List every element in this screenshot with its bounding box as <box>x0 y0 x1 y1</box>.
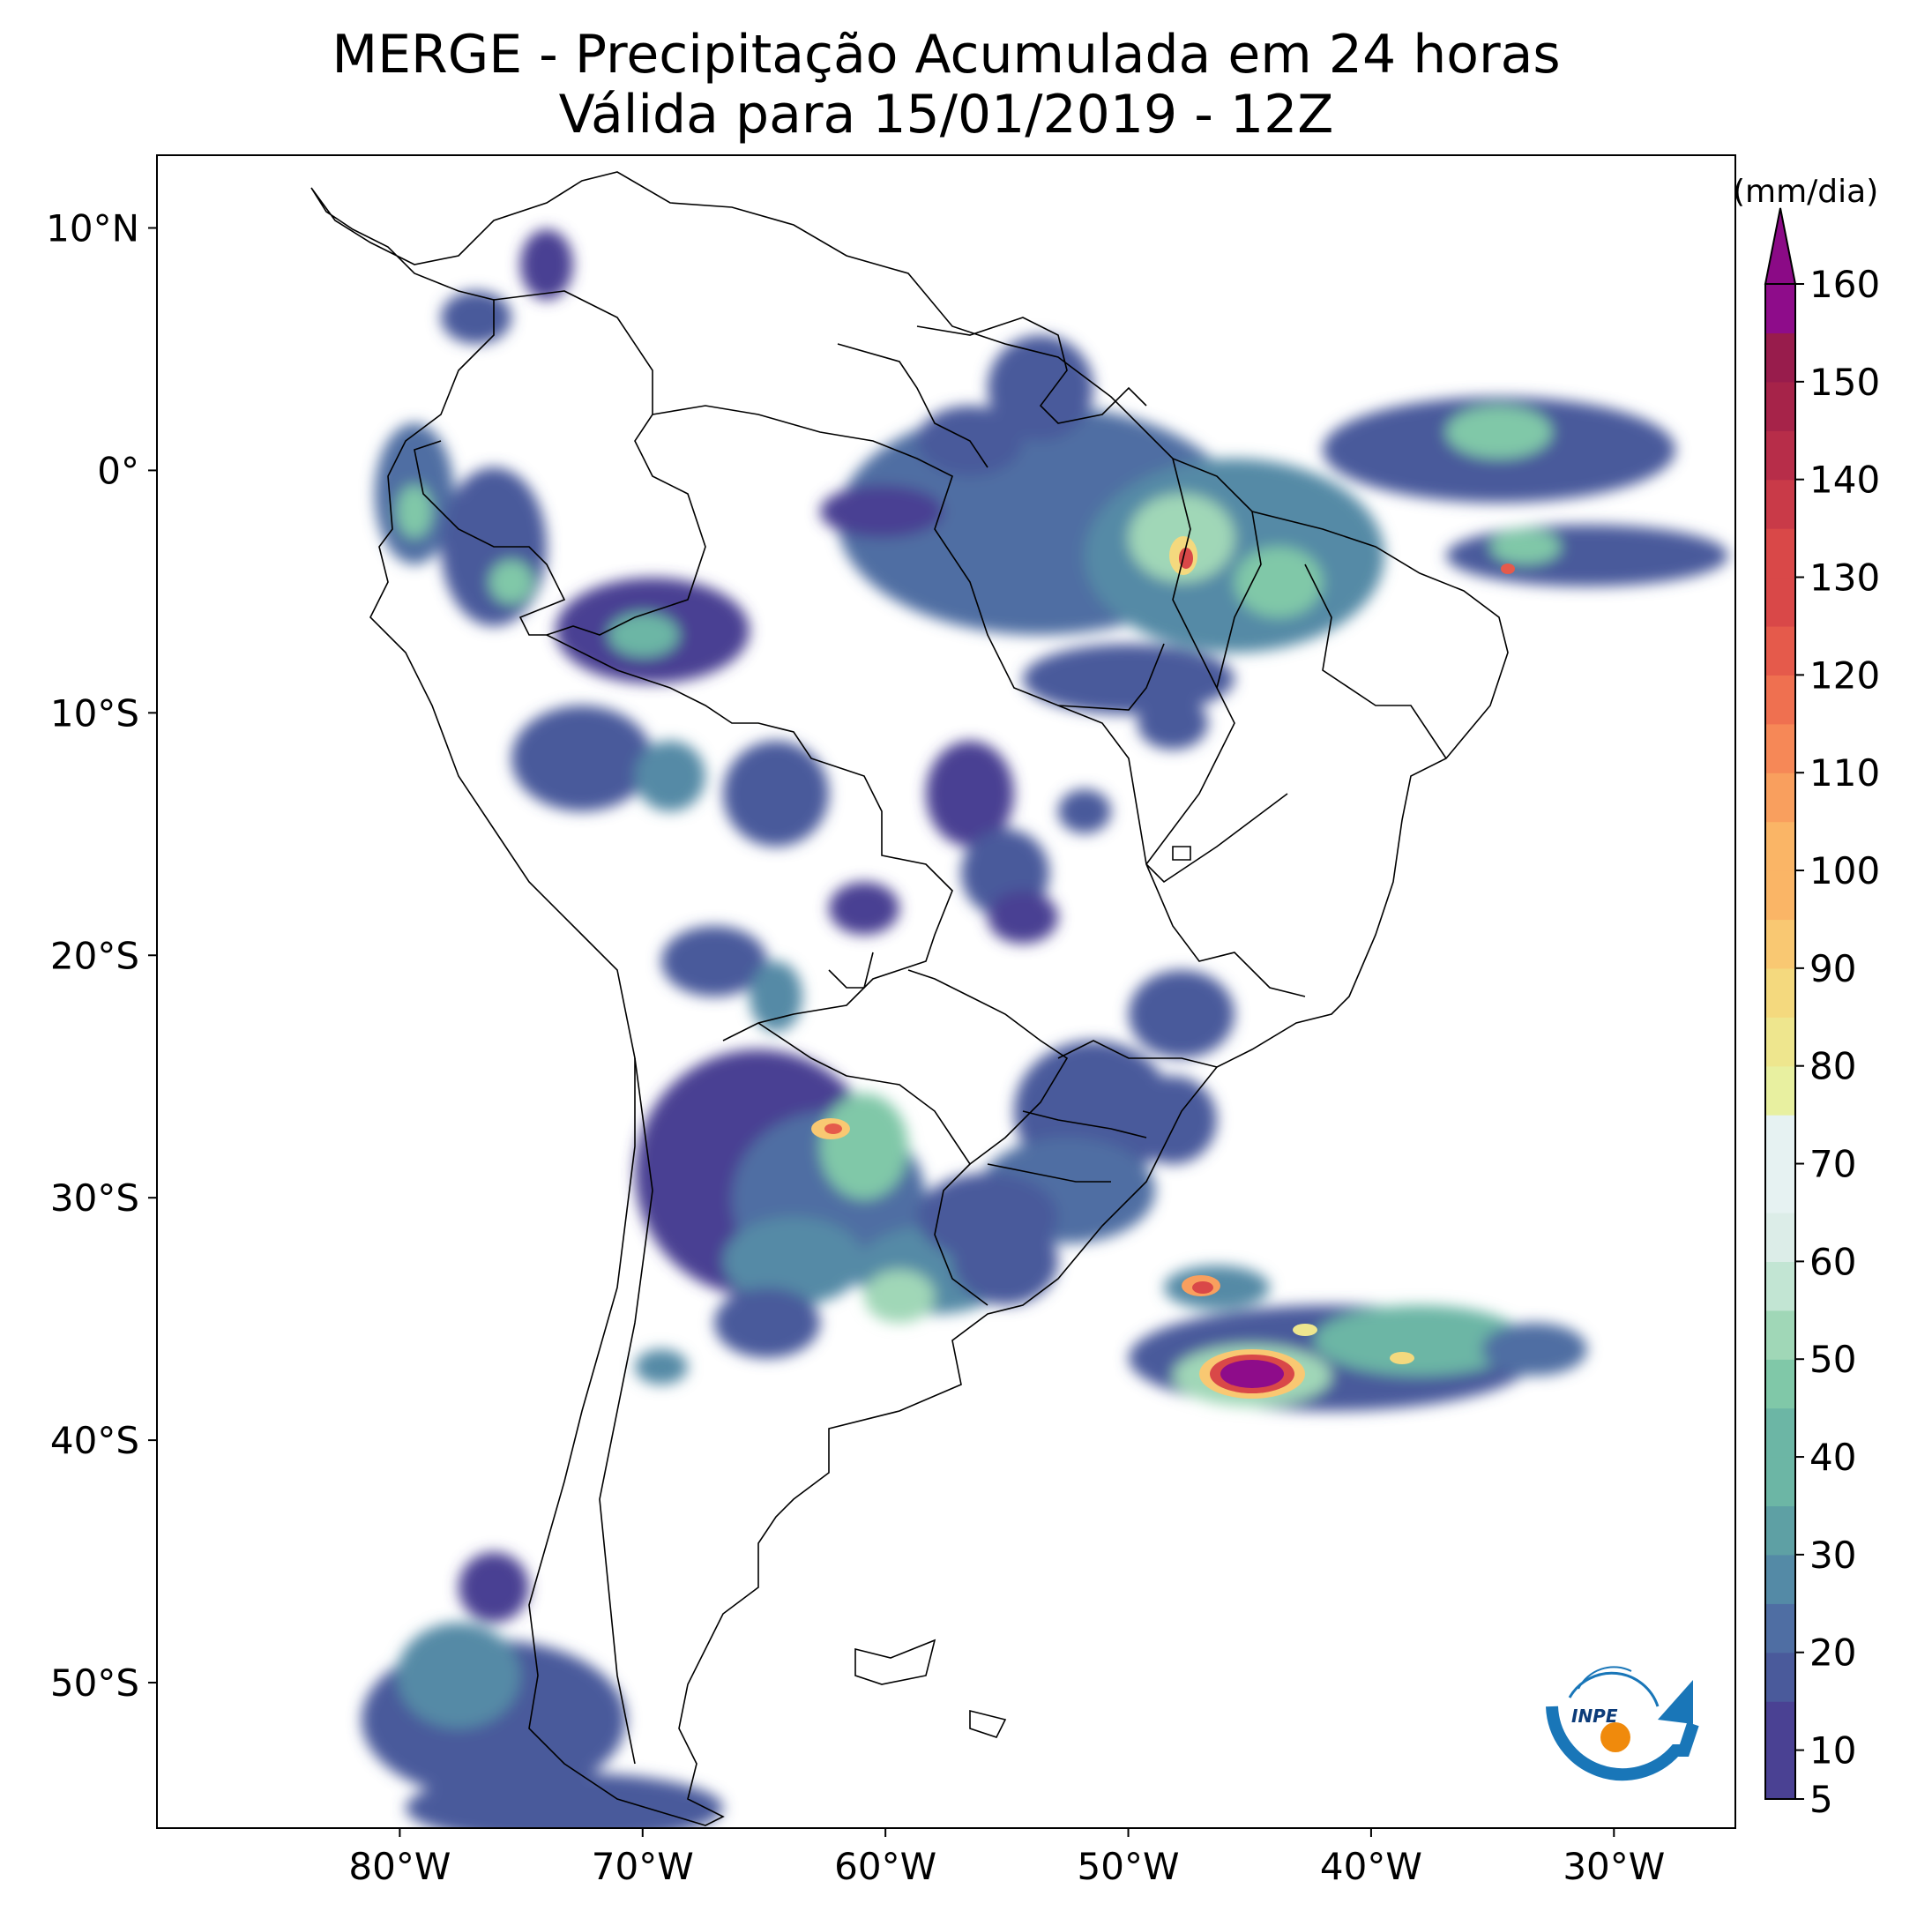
colorbar-tick-label: 140 <box>1809 459 1880 502</box>
colorbar-tick-label: 5 <box>1809 1778 1833 1821</box>
colorbar-band <box>1765 1261 1795 1311</box>
colorbar-tick-label: 150 <box>1809 361 1880 404</box>
colorbar-bands <box>1764 207 1797 1800</box>
lat-tick-label: 40°S <box>50 1419 139 1462</box>
map-title-line2: Válida para 15/01/2019 - 12Z <box>558 84 1334 146</box>
colorbar-band <box>1765 381 1795 431</box>
lat-tick-label: 10°S <box>50 691 139 735</box>
colorbar-extend-arrow <box>1764 207 1797 285</box>
colorbar-band <box>1765 1163 1795 1213</box>
colorbar-band <box>1765 1017 1795 1067</box>
map-axis-ticks: 80°W 70°W 60°W 50°W 40°W 30°W 10°N 0° 10°S 20°S 30… <box>46 206 1665 1888</box>
colorbar-band <box>1765 430 1795 481</box>
inpe-logo: INPE <box>1546 1666 1699 1781</box>
map-frame <box>156 154 1736 1829</box>
colorbar-band <box>1765 1359 1795 1409</box>
colorbar-frame <box>1764 283 1796 1800</box>
colorbar-tick-label: 10 <box>1809 1729 1856 1773</box>
colorbar-units-label: (mm/dia) <box>1733 174 1879 210</box>
lon-tick-label: 30°W <box>1563 1845 1665 1888</box>
colorbar-band <box>1765 821 1795 871</box>
continent-outlines <box>310 171 1509 1826</box>
colorbar-tick-label: 40 <box>1809 1436 1856 1479</box>
colorbar-tick-label: 120 <box>1809 653 1880 697</box>
lon-tick-label: 70°W <box>592 1845 694 1888</box>
colorbar-tick-label: 130 <box>1809 556 1880 600</box>
colorbar-band <box>1765 1457 1795 1507</box>
colorbar-tick-label: 30 <box>1809 1534 1856 1577</box>
map-plot-area <box>157 155 1735 1828</box>
colorbar-tick-label: 90 <box>1809 947 1856 990</box>
colorbar-band <box>1765 675 1795 725</box>
colorbar-band <box>1765 1603 1795 1653</box>
colorbar-band <box>1765 1310 1795 1360</box>
lat-tick-label: 20°S <box>50 934 139 977</box>
lon-tick-label: 80°W <box>348 1845 451 1888</box>
lat-tick-label: 0° <box>97 449 139 492</box>
colorbar-band <box>1765 1212 1795 1262</box>
lat-tick-label: 50°S <box>50 1661 139 1705</box>
colorbar-band <box>1765 1750 1795 1800</box>
colorbar-band <box>1765 1407 1795 1458</box>
inpe-logo-text: INPE <box>1571 1706 1618 1727</box>
colorbar-band <box>1765 625 1795 676</box>
colorbar-band <box>1765 284 1795 334</box>
colorbar-ticks: 5 10 20 30 40 50 60 70 80 90 100 110 120 130 140 150 160 <box>1795 263 1880 1821</box>
precipitation-cores <box>811 536 1515 1399</box>
colorbar-tick-label: 20 <box>1809 1631 1856 1675</box>
colorbar-tick-label: 60 <box>1809 1240 1856 1283</box>
colorbar-band <box>1765 1115 1795 1165</box>
colorbar-band <box>1765 1554 1795 1604</box>
colorbar-band <box>1765 1701 1795 1751</box>
lon-tick-label: 40°W <box>1320 1845 1422 1888</box>
lon-tick-label: 50°W <box>1078 1845 1180 1888</box>
colorbar-band <box>1765 773 1795 823</box>
colorbar-band <box>1765 528 1795 579</box>
colorbar-tick-label: 100 <box>1809 849 1880 892</box>
colorbar-band <box>1765 919 1795 969</box>
colorbar-tick-label: 160 <box>1809 263 1880 306</box>
colorbar-band <box>1765 1065 1795 1116</box>
lat-tick-label: 30°S <box>50 1176 139 1220</box>
colorbar-band <box>1765 577 1795 627</box>
colorbar-tick-label: 80 <box>1809 1045 1856 1088</box>
colorbar-band <box>1765 870 1795 921</box>
lat-tick-label: 10°N <box>46 206 139 250</box>
lon-tick-label: 60°W <box>834 1845 936 1888</box>
colorbar-band <box>1765 1652 1795 1702</box>
colorbar-band <box>1765 1505 1795 1556</box>
colorbar-band <box>1765 332 1795 383</box>
map-title-line1: MERGE - Precipitação Acumulada em 24 hor… <box>332 24 1561 86</box>
colorbar-tick-label: 50 <box>1809 1338 1856 1381</box>
colorbar-tick-label: 70 <box>1809 1143 1856 1186</box>
colorbar-band <box>1765 723 1795 773</box>
colorbar-tick-label: 110 <box>1809 751 1880 795</box>
colorbar-band <box>1765 479 1795 529</box>
colorbar-band <box>1765 967 1795 1018</box>
